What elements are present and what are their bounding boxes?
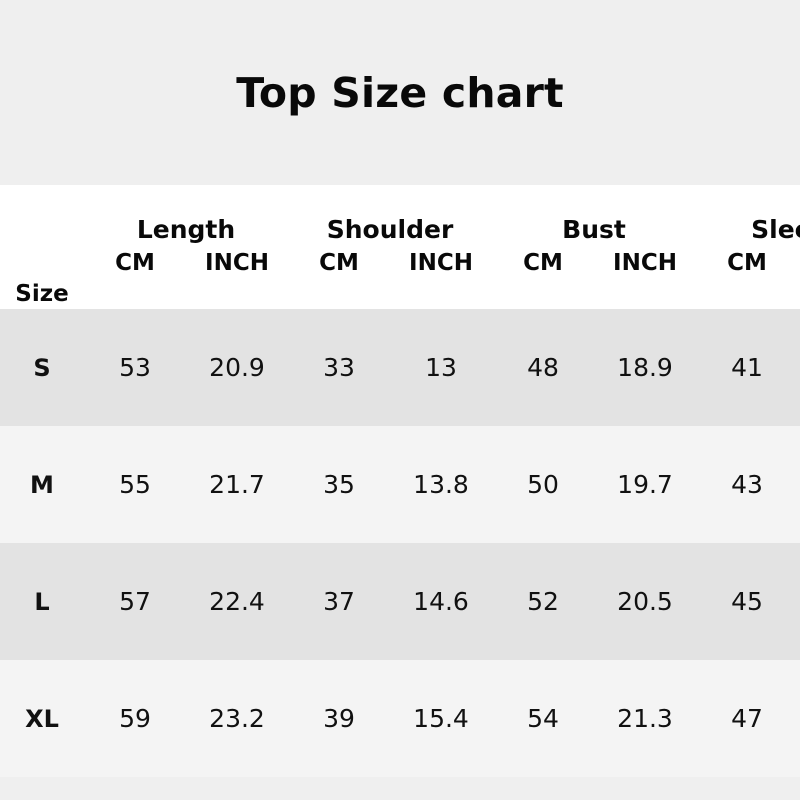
cell-length-inch: 21.7 [186, 426, 289, 543]
header-unit-sleeve-inch: INCH [798, 246, 800, 309]
cell-sleeve-cm: 43 [696, 426, 799, 543]
row-size-label: L [0, 543, 84, 660]
cell-sleeve-cm: 47 [696, 660, 799, 777]
row-size-label: S [0, 309, 84, 426]
cell-shoulder-inch: 14.6 [390, 543, 493, 660]
table-row: M 55 21.7 35 13.8 50 19.7 43 16.9 [0, 426, 800, 543]
page-title: Top Size chart [236, 68, 564, 117]
cell-shoulder-cm: 33 [288, 309, 391, 426]
cell-sleeve-inch: 18.5 [798, 660, 800, 777]
cell-length-inch: 23.2 [186, 660, 289, 777]
cell-bust-inch: 19.7 [594, 426, 697, 543]
table-row: XL 59 23.2 39 15.4 54 21.3 47 18.5 [0, 660, 800, 777]
cell-shoulder-inch: 13 [390, 309, 493, 426]
cell-bust-cm: 52 [492, 543, 595, 660]
header-unit-shoulder-inch: INCH [390, 246, 493, 309]
header-group-row: Size Length Shoulder Bust Sleeve [0, 185, 800, 309]
cell-bust-cm: 50 [492, 426, 595, 543]
cell-length-cm: 57 [84, 543, 186, 660]
cell-length-inch: 22.4 [186, 543, 289, 660]
header-unit-length-cm: CM [84, 246, 186, 309]
cell-length-cm: 59 [84, 660, 186, 777]
cell-length-inch: 20.9 [186, 309, 289, 426]
cell-sleeve-cm: 45 [696, 543, 799, 660]
cell-length-cm: 53 [84, 309, 186, 426]
row-size-label: M [0, 426, 84, 543]
cell-shoulder-cm: 37 [288, 543, 391, 660]
cell-bust-inch: 20.5 [594, 543, 697, 660]
cell-sleeve-inch: 16.9 [798, 426, 800, 543]
header-size-label: Size [0, 185, 84, 309]
cell-sleeve-inch: 17.7 [798, 543, 800, 660]
cell-bust-cm: 48 [492, 309, 595, 426]
header-unit-row: CM INCH CM INCH CM INCH CM INCH [0, 246, 800, 309]
header-group-bust: Bust [492, 185, 697, 246]
cell-shoulder-inch: 15.4 [390, 660, 493, 777]
header-unit-bust-cm: CM [492, 246, 595, 309]
header-unit-length-inch: INCH [186, 246, 289, 309]
cell-sleeve-cm: 41 [696, 309, 799, 426]
table-row: L 57 22.4 37 14.6 52 20.5 45 17.7 [0, 543, 800, 660]
cell-length-cm: 55 [84, 426, 186, 543]
header-unit-shoulder-cm: CM [288, 246, 391, 309]
header-group-sleeve: Sleeve [696, 185, 800, 246]
header-unit-sleeve-cm: CM [696, 246, 799, 309]
cell-shoulder-cm: 39 [288, 660, 391, 777]
header-group-shoulder: Shoulder [288, 185, 493, 246]
header-group-length: Length [84, 185, 289, 246]
cell-sleeve-inch: 16.1 [798, 309, 800, 426]
table-row: S 53 20.9 33 13 48 18.9 41 16.1 [0, 309, 800, 426]
cell-bust-cm: 54 [492, 660, 595, 777]
cell-shoulder-inch: 13.8 [390, 426, 493, 543]
title-band: Top Size chart [0, 0, 800, 185]
cell-bust-inch: 18.9 [594, 309, 697, 426]
header-unit-bust-inch: INCH [594, 246, 697, 309]
cell-shoulder-cm: 35 [288, 426, 391, 543]
row-size-label: XL [0, 660, 84, 777]
size-chart-table: Size Length Shoulder Bust Sleeve CM INCH… [0, 185, 800, 777]
cell-bust-inch: 21.3 [594, 660, 697, 777]
